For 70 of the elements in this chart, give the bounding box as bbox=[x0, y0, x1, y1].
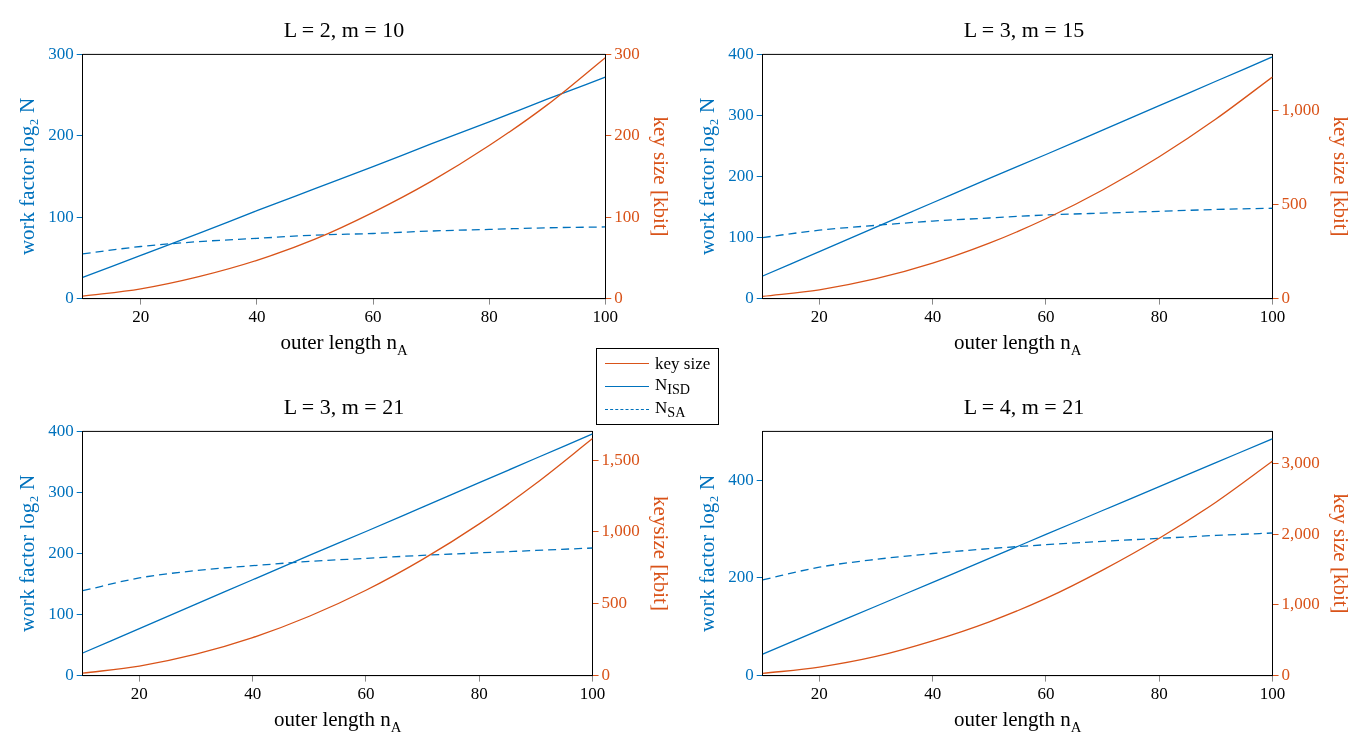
x-tick-label: 40 bbox=[924, 684, 942, 704]
y-axis-title: work factor log₂ N bbox=[15, 97, 40, 256]
y-tick-label: 300 bbox=[48, 481, 74, 501]
line-series bbox=[762, 438, 1273, 655]
y-tick-label: 100 bbox=[728, 227, 754, 247]
x-tick-label: 40 bbox=[248, 307, 266, 327]
y2-tick-label: 300 bbox=[614, 43, 640, 63]
y2-tick-label: 1,000 bbox=[601, 521, 640, 541]
legend-label: key size bbox=[655, 353, 711, 374]
y2-tick-label: 0 bbox=[1281, 665, 1291, 685]
y-tick-label: 300 bbox=[728, 104, 754, 124]
y-tick-label: 200 bbox=[728, 165, 754, 185]
y-tick-label: 400 bbox=[728, 43, 754, 63]
y-axis-title: work factor log₂ N bbox=[695, 474, 720, 633]
y-tick-label: 300 bbox=[48, 43, 74, 63]
y-tick-label: 400 bbox=[48, 420, 74, 440]
x-tick-label: 60 bbox=[357, 684, 375, 704]
chart-title: L = 2, m = 10 bbox=[283, 16, 405, 42]
y-tick-label: 0 bbox=[65, 288, 74, 308]
line-series bbox=[762, 56, 1273, 277]
x-tick-label: 60 bbox=[364, 307, 382, 327]
x-tick-label: 100 bbox=[592, 307, 619, 327]
x-tick-label: 60 bbox=[1037, 684, 1055, 704]
x-tick-label: 40 bbox=[924, 307, 942, 327]
y2-tick-label: 1,000 bbox=[1281, 100, 1320, 120]
x-tick-label: 100 bbox=[1259, 307, 1286, 327]
chart-title: L = 4, m = 21 bbox=[963, 393, 1085, 419]
y2-axis-title: key size [kbit] bbox=[1328, 116, 1353, 237]
y2-tick-label: 200 bbox=[614, 125, 640, 145]
y-tick-label: 0 bbox=[745, 288, 754, 308]
legend-label: N$_{SA}$ bbox=[655, 397, 686, 422]
x-tick-label: 20 bbox=[130, 684, 148, 704]
y2-axis-title: key size [kbit] bbox=[648, 116, 673, 237]
chart-title: L = 3, m = 15 bbox=[963, 16, 1085, 42]
x-tick-label: 60 bbox=[1037, 307, 1055, 327]
y-axis-title: work factor log₂ N bbox=[695, 97, 720, 256]
y-tick-label: 200 bbox=[48, 542, 74, 562]
y2-tick-label: 1,000 bbox=[1281, 594, 1320, 614]
y-tick-label: 100 bbox=[48, 206, 74, 226]
x-tick-label: 20 bbox=[810, 307, 828, 327]
y-tick-label: 200 bbox=[48, 125, 74, 145]
y2-tick-label: 500 bbox=[1281, 194, 1308, 214]
x-tick-label: 80 bbox=[1150, 307, 1168, 327]
y-tick-label: 0 bbox=[65, 665, 74, 685]
x-tick-label: 40 bbox=[244, 684, 262, 704]
y2-tick-label: 1,500 bbox=[601, 449, 640, 469]
y2-tick-label: 0 bbox=[1281, 288, 1291, 308]
y-tick-label: 200 bbox=[728, 567, 754, 587]
x-tick-label: 20 bbox=[132, 307, 150, 327]
x-tick-label: 80 bbox=[470, 684, 488, 704]
y-tick-label: 0 bbox=[745, 665, 754, 685]
y-axis-title: work factor log₂ N bbox=[15, 474, 40, 633]
x-tick-label: 80 bbox=[480, 307, 498, 327]
y2-tick-label: 0 bbox=[601, 665, 611, 685]
y2-tick-label: 500 bbox=[601, 593, 628, 613]
y2-tick-label: 100 bbox=[614, 206, 640, 226]
x-tick-label: 100 bbox=[579, 684, 606, 704]
y2-tick-label: 3,000 bbox=[1281, 452, 1320, 472]
y-tick-label: 100 bbox=[48, 604, 74, 624]
line-series bbox=[82, 76, 606, 279]
y2-tick-label: 0 bbox=[614, 288, 623, 308]
x-tick-label: 80 bbox=[1150, 684, 1168, 704]
y-tick-label: 400 bbox=[728, 469, 754, 489]
chart-title: L = 3, m = 21 bbox=[283, 393, 405, 419]
y2-axis-title: keysize [kbit] bbox=[648, 496, 673, 611]
x-tick-label: 100 bbox=[1259, 684, 1286, 704]
y2-axis-title: key size [kbit] bbox=[1328, 493, 1353, 614]
legend-label: N$_{ISD}$ bbox=[655, 374, 691, 399]
y2-tick-label: 2,000 bbox=[1281, 523, 1320, 543]
x-tick-label: 20 bbox=[810, 684, 828, 704]
